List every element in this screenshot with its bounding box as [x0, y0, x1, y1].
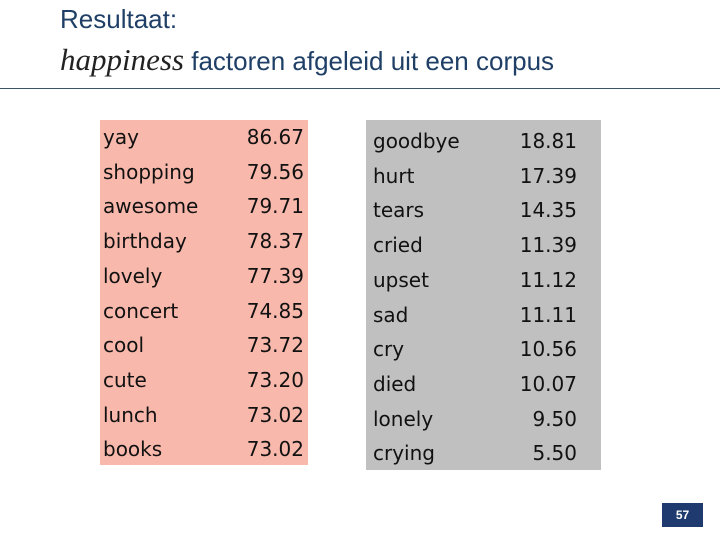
word: cute: [103, 367, 147, 392]
word: books: [103, 437, 163, 462]
table: goodbye 18.81 hurt 17.39 tears 14.35 cried 11.3…: [366, 120, 601, 470]
word: yay: [103, 125, 139, 149]
word: tears: [373, 198, 425, 223]
subtitle: factoren afgeleid uit een corpus: [191, 46, 555, 76]
score: 9.50: [532, 406, 577, 431]
score: 73.20: [246, 367, 304, 392]
page-number: 57: [662, 503, 703, 527]
table: yay 86.67 shopping 79.56 awesome 79.71 birthda…: [100, 120, 308, 465]
word: concert: [103, 298, 179, 323]
table-row: upset 11.12: [366, 263, 601, 298]
word: lonely: [373, 406, 434, 431]
score: 10.07: [519, 371, 577, 396]
word: lovely: [103, 263, 163, 288]
table-row: goodbye 18.81: [366, 124, 601, 159]
score: 73.02: [246, 437, 304, 462]
score: 86.67: [246, 125, 304, 149]
table-row: lovely 77.39: [100, 259, 308, 294]
table-row: hurt 17.39: [366, 159, 601, 194]
word: sad: [373, 302, 409, 327]
score: 79.71: [246, 194, 304, 219]
word: hurt: [373, 163, 415, 188]
word: upset: [373, 267, 429, 292]
word: cried: [373, 233, 423, 258]
word: crying: [373, 441, 435, 466]
word: awesome: [103, 194, 199, 219]
table-row: cry 10.56: [366, 332, 601, 367]
word: birthday: [103, 229, 187, 254]
word: lunch: [103, 402, 158, 427]
table-row: yay 86.67: [100, 120, 308, 155]
table-row: tears 14.35: [366, 193, 601, 228]
table-row: sad 11.11: [366, 298, 601, 333]
score: 14.35: [519, 198, 577, 223]
title-rule: [0, 88, 720, 89]
subtitle-emphasis: happiness: [60, 42, 184, 77]
title: Resultaat:: [60, 4, 178, 34]
word: shopping: [103, 159, 195, 184]
score: 78.37: [246, 229, 304, 254]
word: cry: [373, 337, 405, 362]
word: died: [373, 371, 417, 396]
score: 79.56: [246, 159, 304, 184]
score: 5.50: [532, 441, 577, 466]
score: 77.39: [246, 263, 304, 288]
table-row: lonely 9.50: [366, 402, 601, 437]
subtitle-line: happiness factoren afgeleid uit een corp…: [60, 42, 554, 78]
score: 17.39: [519, 163, 577, 188]
table-row: awesome 79.71: [100, 189, 308, 224]
score: 18.81: [519, 129, 577, 153]
score: 11.12: [519, 267, 577, 292]
table-row: died 10.07: [366, 367, 601, 402]
table-row: lunch 73.02: [100, 398, 308, 433]
word: goodbye: [373, 129, 460, 153]
score: 74.85: [246, 298, 304, 323]
table-row: cool 73.72: [100, 328, 308, 363]
table-row: crying 5.50: [366, 436, 601, 471]
score: 11.39: [519, 233, 577, 258]
table-row: shopping 79.56: [100, 155, 308, 190]
word: cool: [103, 333, 145, 358]
score: 10.56: [519, 337, 577, 362]
table-row: books 73.02: [100, 432, 308, 467]
table-row: cried 11.39: [366, 228, 601, 263]
score: 11.11: [519, 302, 577, 327]
table-row: birthday 78.37: [100, 224, 308, 259]
score: 73.72: [246, 333, 304, 358]
table-row: concert 74.85: [100, 294, 308, 329]
score: 73.02: [246, 402, 304, 427]
table-row: cute 73.20: [100, 363, 308, 398]
